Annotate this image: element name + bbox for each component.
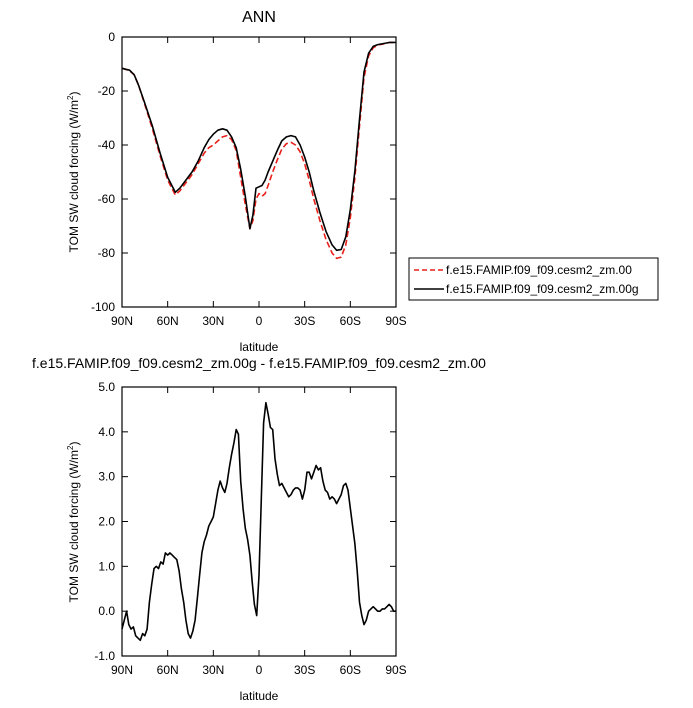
- bottom-y-axis-label: TOM SW cloud forcing (W/m2): [66, 442, 81, 603]
- bottom-x-tick-label-6: 90S: [385, 663, 406, 677]
- top-y-axis-label: TOM SW cloud forcing (W/m2): [66, 92, 81, 253]
- bottom-y-tick-label-3: 2.0: [98, 515, 115, 529]
- top-x-tick-label-0: 90N: [111, 314, 133, 328]
- top-y-tick-label-5: -100: [91, 300, 115, 314]
- top-x-tick-label-5: 60S: [340, 314, 361, 328]
- top-legend-box: [408, 257, 659, 301]
- bottom-y-tick-label-4: 1.0: [98, 559, 115, 573]
- top-y-tick-label-1: -20: [98, 84, 116, 98]
- bottom-y-tick-label-2: 3.0: [98, 470, 115, 484]
- top-panel: ANN TOM SW cloud forcing (W/m2) latitude…: [66, 9, 659, 354]
- top-x-tick-label-6: 90S: [385, 314, 406, 328]
- bottom-x-axis-label: latitude: [240, 689, 279, 703]
- top-y-tick-label-2: -40: [98, 138, 116, 152]
- legend-ref-label: f.e15.FAMIP.f09_f09.cesm2_zm.00: [446, 263, 632, 277]
- bottom-y-tick-label-0: 5.0: [98, 380, 115, 394]
- bottom-y-tick-label-1: 4.0: [98, 425, 115, 439]
- top-chart-title: ANN: [242, 9, 276, 26]
- top-x-tick-label-2: 30N: [202, 314, 224, 328]
- top-x-tick-label-4: 30S: [294, 314, 315, 328]
- bottom-series-line-0: [121, 401, 396, 642]
- bottom-chart-title: f.e15.FAMIP.f09_f09.cesm2_zm.00g - f.e15…: [32, 355, 486, 371]
- bottom-panel: f.e15.FAMIP.f09_f09.cesm2_zm.00g - f.e15…: [32, 355, 486, 703]
- legend-test-label: f.e15.FAMIP.f09_f09.cesm2_zm.00g: [446, 282, 639, 296]
- top-series-line-1: [121, 41, 396, 252]
- bottom-x-tick-label-0: 90N: [111, 663, 133, 677]
- top-y-axis-label-sup: 2: [66, 95, 75, 100]
- bottom-y-axis-label-main: TOM SW cloud forcing (W/m: [67, 450, 81, 602]
- bottom-y-tick-label-6: -1.0: [94, 649, 115, 663]
- bottom-y-axis-label-sup: 2: [66, 445, 75, 450]
- bottom-x-tick-label-2: 30N: [202, 663, 224, 677]
- bottom-y-axis-label-close: ): [67, 442, 81, 446]
- top-y-axis-label-close: ): [67, 92, 81, 96]
- bottom-x-tick-label-5: 60S: [340, 663, 361, 677]
- bottom-x-tick-label-1: 60N: [157, 663, 179, 677]
- bottom-x-tick-label-4: 30S: [294, 663, 315, 677]
- bottom-x-tick-label-3: 0: [256, 663, 263, 677]
- top-y-tick-label-3: -60: [98, 192, 116, 206]
- top-y-axis-label-main: TOM SW cloud forcing (W/m: [67, 100, 81, 252]
- top-x-tick-label-1: 60N: [157, 314, 179, 328]
- top-y-tick-label-4: -80: [98, 246, 116, 260]
- bottom-plot-frame: [121, 386, 397, 657]
- top-x-axis-label: latitude: [240, 340, 279, 354]
- bottom-y-tick-label-5: 0.0: [98, 604, 115, 618]
- top-x-tick-label-3: 0: [256, 314, 263, 328]
- top-series-line-0: [121, 41, 396, 260]
- top-y-tick-label-0: 0: [108, 30, 115, 44]
